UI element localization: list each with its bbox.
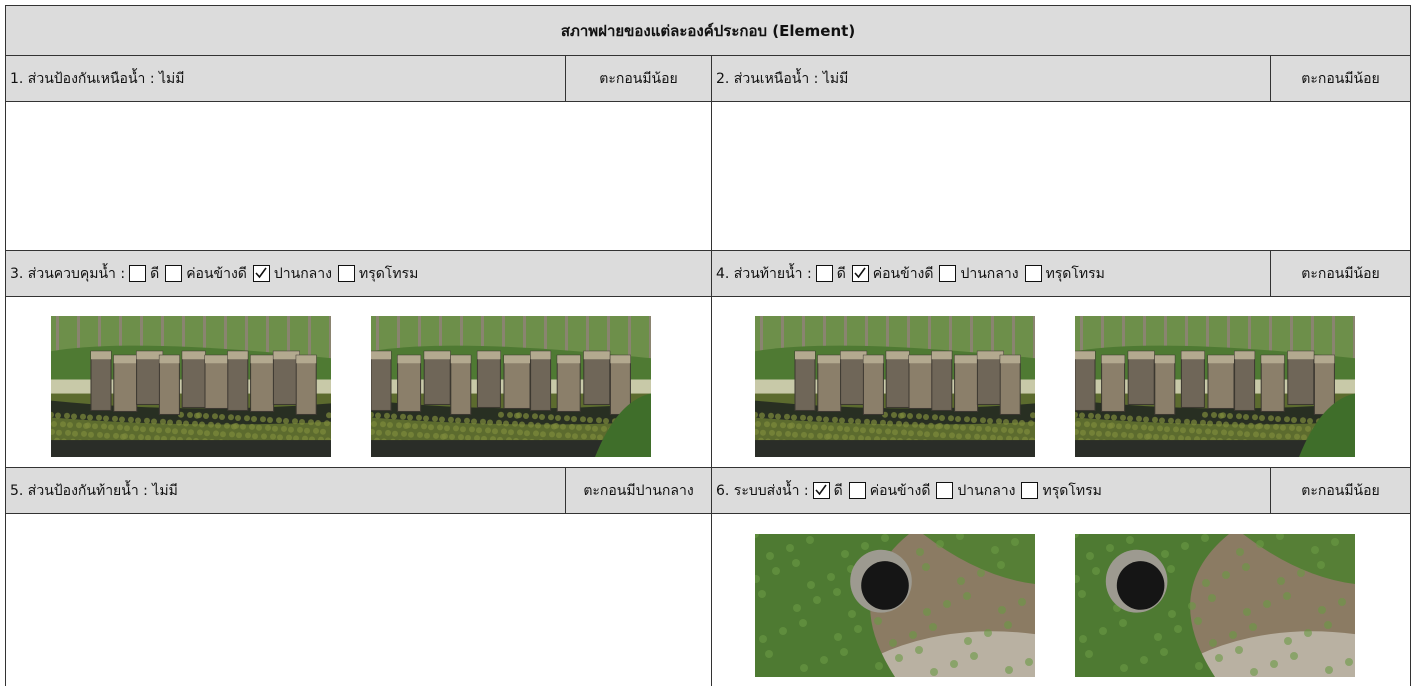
- option-text: ค่อนข้างดี: [872, 265, 934, 282]
- option-text: ดี: [833, 482, 843, 499]
- checkbox: [939, 265, 957, 282]
- section-label: 2. ส่วนเหนือน้ำ : ไม่มี: [711, 55, 1271, 102]
- section-label: 1. ส่วนป้องกันเหนือน้ำ : ไม่มี: [5, 55, 566, 102]
- checkbox: [337, 265, 355, 282]
- photo-frame: [1072, 316, 1356, 460]
- option-text: ค่อนข้างดี: [869, 482, 931, 499]
- option-text: ทรุดโทรม: [358, 265, 419, 282]
- checkbox: [1021, 482, 1039, 499]
- option: ดี: [809, 480, 843, 502]
- photo: [1072, 316, 1356, 460]
- section-label: 3. ส่วนควบคุมน้ำ : ดี ค่อนข้างดี ปานกลาง ทรุ…: [5, 250, 712, 297]
- checkbox: [848, 482, 866, 499]
- photo-frame: [1071, 530, 1355, 677]
- option: ทรุดโทรม: [1017, 480, 1102, 502]
- option: ปานกลาง: [935, 263, 1019, 285]
- checkbox: [165, 265, 183, 282]
- option: ทรุดโทรม: [334, 263, 418, 285]
- section-status: ตะกอนมีน้อย: [1270, 467, 1411, 514]
- checkbox: [936, 482, 954, 499]
- checkbox: [129, 265, 147, 282]
- section-status: ตะกอนมีน้อย: [1270, 55, 1411, 102]
- section-title: 6. ระบบส่งน้ำ :: [716, 482, 809, 499]
- checkbox: [851, 265, 869, 282]
- section-body: [5, 513, 712, 686]
- section-status: ตะกอนมีปานกลาง: [565, 467, 712, 514]
- section-status: ตะกอนมีน้อย: [565, 55, 712, 102]
- section-body: [711, 513, 1411, 686]
- option-text: ทรุดโทรม: [1045, 265, 1105, 282]
- section-status: ตะกอนมีน้อย: [1270, 250, 1411, 297]
- section-body: [5, 101, 712, 251]
- photo: [752, 316, 1036, 460]
- section-label: 5. ส่วนป้องกันท้ายน้ำ : ไม่มี: [5, 467, 566, 514]
- option: ค่อนข้างดี: [845, 480, 931, 502]
- check-mark: [255, 267, 267, 279]
- option: ทรุดโทรม: [1021, 263, 1105, 285]
- check-mark: [854, 267, 866, 279]
- section-title: 2. ส่วนเหนือน้ำ : ไม่มี: [716, 70, 849, 87]
- option: ดี: [125, 263, 159, 285]
- section-body: [5, 296, 712, 468]
- photo: [368, 316, 652, 460]
- checkbox: [1024, 265, 1042, 282]
- photo-frame: [368, 316, 652, 460]
- checkbox: [812, 482, 830, 499]
- option: ค่อนข้างดี: [161, 263, 247, 285]
- checkbox: [252, 265, 270, 282]
- option-text: ค่อนข้างดี: [186, 265, 247, 282]
- photo: [1071, 530, 1355, 677]
- section-title: 1. ส่วนป้องกันเหนือน้ำ : ไม่มี: [10, 70, 185, 87]
- section-body: [711, 101, 1411, 251]
- option: ปานกลาง: [249, 263, 332, 285]
- section-label: 4. ส่วนท้ายน้ำ : ดี ค่อนข้างดี ปานกลาง ทรุดโ…: [711, 250, 1271, 297]
- option: ดี: [812, 263, 846, 285]
- photo-frame: [48, 316, 332, 460]
- option-text: ปานกลาง: [957, 482, 1016, 499]
- option-text: ดี: [836, 265, 846, 282]
- section-body: [711, 296, 1411, 468]
- section-title: 5. ส่วนป้องกันท้ายน้ำ : ไม่มี: [10, 482, 178, 499]
- form-title: สภาพฝายของแต่ละองค์ประกอบ (Element): [5, 5, 1411, 56]
- check-mark: [815, 484, 827, 496]
- checkbox: [815, 265, 833, 282]
- option: ปานกลาง: [932, 480, 1015, 502]
- photo-frame: [752, 316, 1036, 460]
- photo: [751, 530, 1035, 677]
- section-title: 3. ส่วนควบคุมน้ำ :: [10, 265, 126, 282]
- section-title: 4. ส่วนท้ายน้ำ :: [716, 265, 812, 282]
- photo: [48, 316, 332, 460]
- option-text: ปานกลาง: [960, 265, 1019, 282]
- option: ค่อนข้างดี: [848, 263, 934, 285]
- option-text: ปานกลาง: [273, 265, 332, 282]
- option-text: ทรุดโทรม: [1042, 482, 1102, 499]
- photo-frame: [751, 530, 1035, 677]
- section-label: 6. ระบบส่งน้ำ : ดี ค่อนข้างดี ปานกลาง ทรุดโท…: [711, 467, 1271, 514]
- option-text: ดี: [150, 265, 160, 282]
